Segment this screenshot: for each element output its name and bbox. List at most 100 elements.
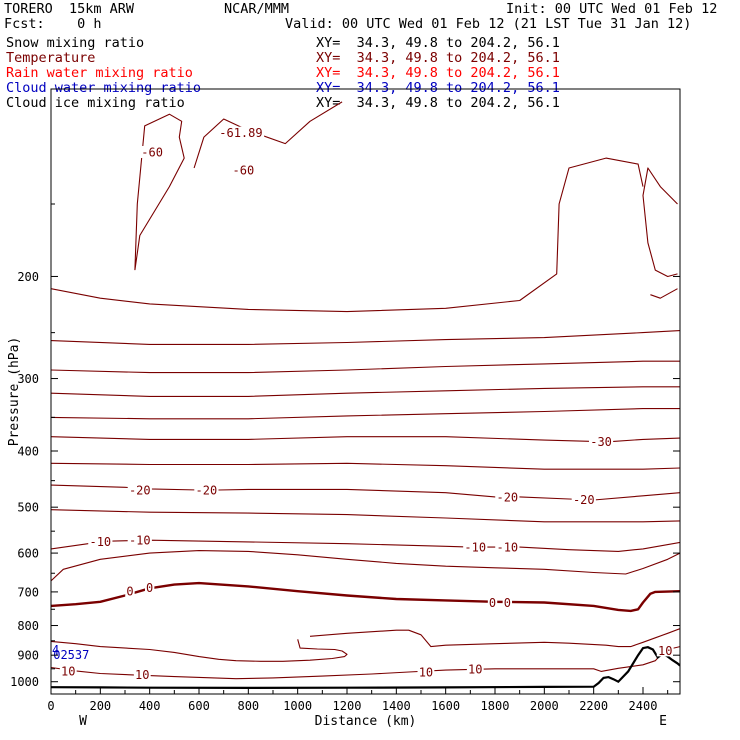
plot-frame <box>50 88 681 695</box>
x-tick-label-5: 1000 <box>283 699 312 713</box>
contour-label-20: 10 <box>658 644 672 658</box>
contour-label-1: -60 <box>141 145 163 159</box>
contour-line-14 <box>51 550 680 582</box>
contour-label-15: 0 <box>504 596 511 610</box>
contour-label-3: -30 <box>590 435 612 449</box>
x-tick-label-0: 0 <box>47 699 54 713</box>
y-axis-label: Pressure (hPa) <box>7 337 22 447</box>
legend-label-cloud-water: Cloud water mixing ratio <box>6 80 202 96</box>
y-tick-label-1: 300 <box>17 372 39 386</box>
legend-label-rain: Rain water mixing ratio <box>6 65 193 81</box>
y-tick-label-4: 600 <box>17 547 39 561</box>
axes: 0 200 400 600 800 1000 1200 1400 1600 1800 2000 220… <box>10 203 680 713</box>
contour-line-16 <box>51 639 348 662</box>
contour-label-bg-5 <box>194 483 219 496</box>
org-title: NCAR/MMM <box>224 1 290 17</box>
contour-label-14: 0 <box>489 596 496 610</box>
contour-label-17: 10 <box>135 668 149 682</box>
legend-xy-snow: XY= 34.3, 49.8 to 204.2, 56.1 <box>316 35 560 51</box>
east-end-label: E <box>659 714 667 729</box>
legend-xy-cloud-water: XY= 34.3, 49.8 to 204.2, 56.1 <box>316 80 560 96</box>
y-tick-label-6: 800 <box>17 619 39 633</box>
contour-line-9 <box>51 436 680 442</box>
x-tick-label-7: 1400 <box>382 699 411 713</box>
contour-line-0 <box>134 113 185 271</box>
x-tick-label-2: 400 <box>139 699 161 713</box>
x-tick-label-1: 200 <box>89 699 111 713</box>
x-tick-label-9: 1800 <box>481 699 510 713</box>
legend-xy-cloud-ice: XY= 34.3, 49.8 to 204.2, 56.1 <box>316 95 560 111</box>
contour-label-16: 10 <box>61 664 75 678</box>
contour-label-bg-3 <box>588 435 614 448</box>
init-time: Init: 00 UTC Wed 01 Feb 12 <box>506 1 718 17</box>
contour-label-bg-15 <box>502 596 513 609</box>
contour-label-18: 10 <box>419 665 433 679</box>
legend-xy-temperature: XY= 34.3, 49.8 to 204.2, 56.1 <box>316 50 560 66</box>
contour-label-bg-0 <box>217 126 265 139</box>
legend-xy-rain: XY= 34.3, 49.8 to 204.2, 56.1 <box>316 65 560 81</box>
contour-label-4: -20 <box>129 483 151 497</box>
cloud-label-1: 02537 <box>53 648 89 662</box>
x-tick-label-4: 800 <box>237 699 259 713</box>
y-tick-label-8: 1000 <box>10 675 39 689</box>
contour-label-2: -60 <box>233 163 255 177</box>
contour-label-bg-6 <box>495 490 520 503</box>
legend-label-snow: Snow mixing ratio <box>6 35 145 51</box>
contour-line-17 <box>309 628 680 648</box>
x-tick-label-8: 1600 <box>431 699 460 713</box>
contour-label-bg-10 <box>463 541 488 554</box>
contour-line-12 <box>51 509 680 523</box>
contour-label-bg-4 <box>127 483 152 496</box>
contour-line-13 <box>51 539 680 552</box>
model-title: TORERO 15km ARW <box>4 1 135 17</box>
contour-label-12: 0 <box>126 585 133 599</box>
temperature-contours <box>51 101 680 680</box>
forecast-hour: Fcst: 0 h <box>4 16 102 32</box>
contour-label-bg-8 <box>88 535 113 548</box>
x-tick-label-10: 2000 <box>530 699 559 713</box>
contour-label-bg-17 <box>133 668 151 681</box>
contour-line-3 <box>51 157 644 313</box>
y-tick-label-2: 400 <box>17 444 39 458</box>
x-tick-label-11: 2200 <box>579 699 608 713</box>
contour-label-bg-13 <box>144 581 155 594</box>
contour-label-bg-1 <box>140 145 165 158</box>
contour-label-bg-7 <box>571 493 596 506</box>
contour-labels: -61.89 -60 -60 -30 -20 -20 -20 -20 -10 -10 -10 -10 0… <box>52 126 674 682</box>
contour-label-bg-11 <box>495 541 520 554</box>
contour-label-bg-12 <box>125 585 135 598</box>
contour-line-6 <box>51 360 680 374</box>
x-tick-label-3: 600 <box>188 699 210 713</box>
contour-label-13: 0 <box>146 581 153 595</box>
contour-label-bg-14 <box>487 596 498 609</box>
contour-label-bg-9 <box>127 534 152 547</box>
contour-label-19: 10 <box>468 662 482 676</box>
contour-line-2 <box>642 167 678 278</box>
contour-label-10: -10 <box>464 541 486 555</box>
x-tick-label-6: 1200 <box>333 699 362 713</box>
x-tick-label-12: 2400 <box>629 699 658 713</box>
contour-line-1 <box>193 101 343 169</box>
contour-label-6: -20 <box>496 490 518 504</box>
contour-line-10 <box>51 462 680 470</box>
contour-label-bg-16 <box>59 664 77 677</box>
contour-line-15 <box>51 581 680 613</box>
contour-line-5 <box>51 330 680 345</box>
x-axis-label: Distance (km) <box>315 714 417 729</box>
valid-time: Valid: 00 UTC Wed 01 Feb 12 (21 LST Tue … <box>285 16 692 32</box>
contour-line-7 <box>51 386 680 397</box>
contour-label-8: -10 <box>89 535 111 549</box>
contour-line-4 <box>650 288 678 299</box>
y-tick-label-3: 500 <box>17 501 39 515</box>
west-end-label: W <box>79 714 87 729</box>
contour-label-bg-20 <box>656 644 674 657</box>
contour-label-11: -10 <box>496 541 518 555</box>
legend-label-cloud-ice: Cloud ice mixing ratio <box>6 95 185 111</box>
y-tick-label-5: 700 <box>17 585 39 599</box>
y-tick-label-7: 900 <box>17 649 39 663</box>
contour-label-bg-18 <box>417 665 435 678</box>
contour-label-5: -20 <box>196 483 218 497</box>
contour-label-7: -20 <box>573 493 595 507</box>
contour-label-9: -10 <box>129 534 151 548</box>
